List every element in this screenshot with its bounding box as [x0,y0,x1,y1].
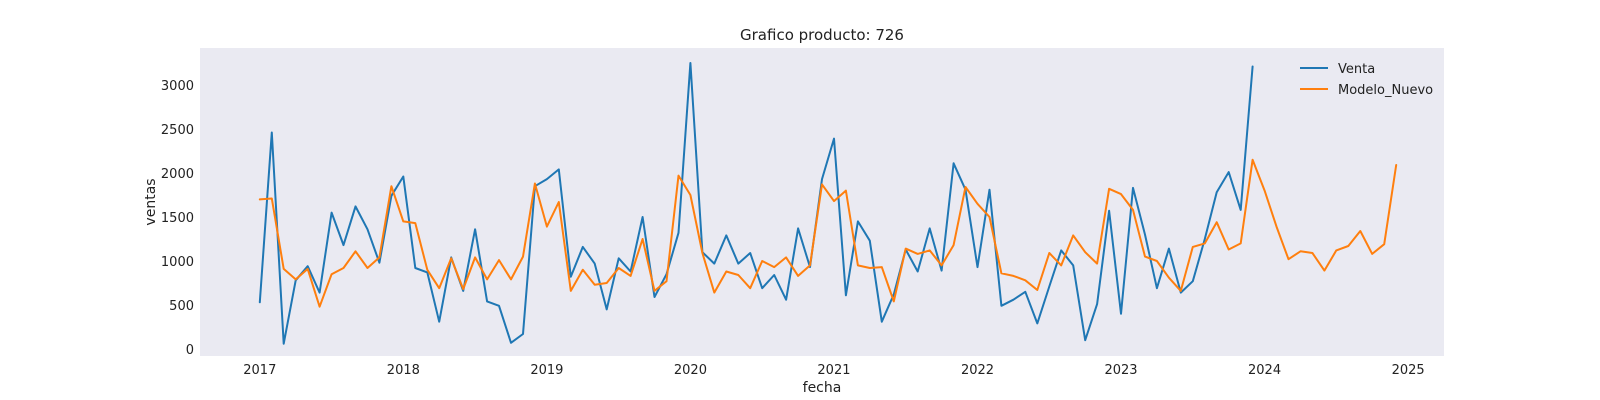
y-tick-label: 0 [186,343,194,358]
plot-area [200,48,1444,356]
legend-label: Venta [1338,62,1375,77]
x-tick-label: 2025 [1392,363,1425,378]
x-tick-label: 2018 [387,363,420,378]
x-tick-label: 2023 [1104,363,1137,378]
y-axis-label: ventas [143,178,159,225]
y-tick-label: 3000 [161,79,194,94]
legend: Venta Modelo_Nuevo [1300,62,1433,98]
y-tick-label: 2000 [161,167,194,182]
x-tick-label: 2019 [530,363,563,378]
y-tick-label: 1500 [161,211,194,226]
series-layer [258,62,1398,345]
x-tick-label: 2022 [961,363,994,378]
x-axis-ticks: 2017 2018 2019 2020 2021 2022 2023 2024 2025 [243,363,1424,378]
y-tick-label: 500 [169,299,194,314]
x-tick-label: 2021 [817,363,850,378]
x-tick-label: 2017 [243,363,276,378]
y-tick-label: 1000 [161,255,194,270]
x-tick-label: 2020 [674,363,707,378]
series-line-venta [258,62,1254,345]
x-tick-label: 2024 [1248,363,1281,378]
y-tick-label: 2500 [161,123,194,138]
y-axis-ticks: 0 500 1000 1500 2000 2500 3000 [161,79,194,358]
series-line-modelo-nuevo [258,158,1398,308]
legend-label: Modelo_Nuevo [1338,83,1433,98]
x-axis-label: fecha [803,380,842,396]
chart-title: Grafico producto: 726 [740,26,904,44]
